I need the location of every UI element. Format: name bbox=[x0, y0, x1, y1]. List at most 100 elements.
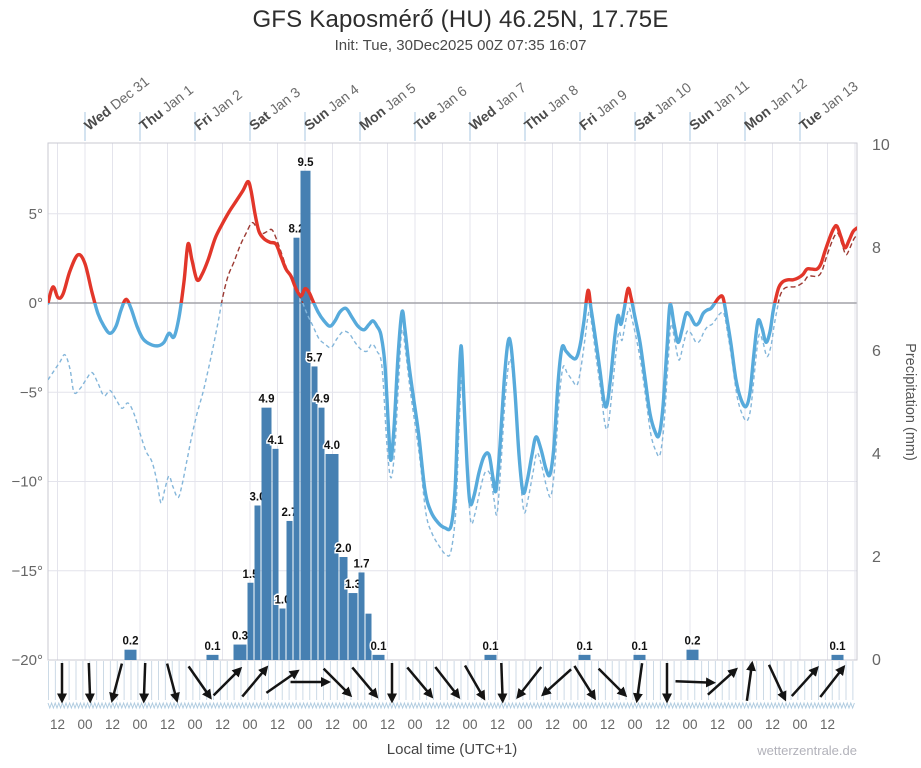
watermark: wetterzentrale.de bbox=[756, 743, 857, 758]
left-axis-tick: −20° bbox=[12, 652, 43, 669]
precip-bar bbox=[831, 654, 844, 660]
day-label: Fri Jan 2 bbox=[191, 86, 245, 133]
left-axis-tick: 0° bbox=[29, 295, 43, 312]
precip-bar bbox=[233, 644, 247, 660]
wind-direction-arrow bbox=[265, 669, 300, 694]
hour-label-00: 00 bbox=[132, 717, 147, 732]
hour-label-00: 00 bbox=[792, 717, 807, 732]
precip-bar bbox=[686, 649, 699, 660]
day-label: Tue Jan 6 bbox=[411, 82, 470, 133]
hour-label-12: 12 bbox=[50, 717, 65, 732]
wind-direction-arrow bbox=[597, 667, 628, 698]
wind-direction-arrow bbox=[463, 664, 486, 701]
wind-direction-arrow bbox=[497, 662, 508, 704]
hour-label-12: 12 bbox=[380, 717, 395, 732]
hour-label-12: 12 bbox=[325, 717, 340, 732]
day-label: Sun Jan 11 bbox=[686, 77, 752, 134]
precip-bar-label: 0.3 bbox=[232, 631, 248, 643]
precip-bar bbox=[254, 505, 261, 660]
precip-bar-label: 5.7 bbox=[307, 352, 323, 364]
precip-bar bbox=[206, 654, 219, 660]
hour-label-12: 12 bbox=[655, 717, 670, 732]
precip-bar-label: 0.1 bbox=[371, 641, 388, 653]
hour-label-12: 12 bbox=[490, 717, 505, 732]
hour-label-00: 00 bbox=[242, 717, 257, 732]
grid-lines bbox=[47, 142, 858, 661]
precip-bar bbox=[318, 407, 325, 660]
wind-direction-arrow bbox=[434, 666, 461, 699]
left-axis-tick: 5° bbox=[29, 206, 43, 223]
day-label: Wed Jan 7 bbox=[466, 79, 529, 133]
wind-direction-arrow bbox=[573, 665, 596, 701]
temperature-curve-below-zero bbox=[48, 303, 777, 532]
hour-label-00: 00 bbox=[352, 717, 367, 732]
hour-label-00: 00 bbox=[682, 717, 697, 732]
wind-direction-arrow bbox=[675, 677, 716, 688]
hour-label-00: 00 bbox=[77, 717, 92, 732]
precip-bar-label: 9.5 bbox=[298, 157, 315, 169]
precip-bar-label: 0.2 bbox=[123, 636, 139, 648]
precip-bar bbox=[300, 170, 311, 660]
day-label: Thu Jan 8 bbox=[521, 81, 581, 133]
hour-label-12: 12 bbox=[160, 717, 175, 732]
precip-bar-label: 0.1 bbox=[632, 641, 649, 653]
hour-label-12: 12 bbox=[215, 717, 230, 732]
hour-label-00: 00 bbox=[737, 717, 752, 732]
precip-bar bbox=[348, 593, 358, 660]
precip-bar-label: 1.7 bbox=[354, 558, 370, 570]
precip-bar bbox=[372, 654, 385, 660]
day-label: Sat Jan 10 bbox=[631, 79, 694, 133]
day-label: Fri Jan 9 bbox=[576, 86, 630, 133]
precip-bar-label: 0.1 bbox=[205, 641, 222, 653]
day-label: Sun Jan 4 bbox=[301, 81, 362, 134]
axis-labels: 5° 0° −5° −10° −15° −20° 10 8 6 4 2 0 Precipitation … bbox=[12, 137, 918, 669]
precip-bar-label: 4.1 bbox=[268, 435, 285, 447]
right-axis-tick: 4 bbox=[872, 446, 881, 463]
precip-bar bbox=[339, 557, 348, 660]
precip-bar bbox=[261, 407, 272, 660]
scallop-marker-row bbox=[47, 701, 855, 710]
temperature-curve-above-zero bbox=[48, 179, 857, 303]
precip-bar bbox=[578, 654, 591, 660]
x-axis-title: Local time (UTC+1) bbox=[387, 741, 517, 758]
precip-bar bbox=[286, 520, 293, 660]
precip-bar bbox=[633, 654, 646, 660]
wind-direction-arrow bbox=[212, 666, 243, 697]
precip-bar-label: 0.1 bbox=[830, 641, 847, 653]
hour-labels: 12 00 12 00 12 00 12 00 12 00 12 00 12 00 12 00 12 00 12 00… bbox=[50, 717, 835, 732]
wind-direction-arrow bbox=[109, 663, 124, 703]
precip-bar bbox=[124, 649, 137, 660]
precip-bar-label: 2.0 bbox=[336, 543, 352, 555]
hour-label-12: 12 bbox=[545, 717, 560, 732]
right-axis-tick: 8 bbox=[872, 240, 881, 257]
wind-direction-arrow bbox=[406, 666, 434, 699]
wind-direction-arrow bbox=[745, 660, 757, 701]
right-axis-tick: 2 bbox=[872, 549, 881, 566]
hour-label-00: 00 bbox=[462, 717, 477, 732]
precip-bar bbox=[272, 448, 279, 660]
wind-direction-arrow bbox=[632, 663, 644, 704]
wind-arrows bbox=[57, 660, 846, 704]
hour-label-12: 12 bbox=[765, 717, 780, 732]
precip-bar-label: 4.9 bbox=[314, 394, 330, 406]
precip-bar-label: 4.9 bbox=[259, 394, 275, 406]
wind-direction-arrow bbox=[187, 665, 212, 700]
hour-label-00: 00 bbox=[627, 717, 642, 732]
wind-direction-arrow bbox=[790, 666, 819, 697]
left-axis-tick: −5° bbox=[20, 384, 43, 401]
precip-bar-label: 0.1 bbox=[577, 641, 594, 653]
right-axis-tick: 6 bbox=[872, 343, 881, 360]
day-label: Mon Jan 5 bbox=[356, 79, 419, 133]
precip-bar bbox=[293, 237, 300, 660]
right-axis-tick: 0 bbox=[872, 652, 881, 669]
wind-direction-arrow bbox=[516, 666, 543, 699]
hour-label-00: 00 bbox=[517, 717, 532, 732]
precip-bar bbox=[325, 454, 339, 660]
wind-direction-arrow bbox=[767, 664, 787, 702]
dewpoint-curve-below-zero bbox=[48, 303, 780, 557]
wind-direction-arrow bbox=[707, 667, 738, 696]
wind-direction-arrow bbox=[541, 668, 572, 697]
hour-label-12: 12 bbox=[105, 717, 120, 732]
